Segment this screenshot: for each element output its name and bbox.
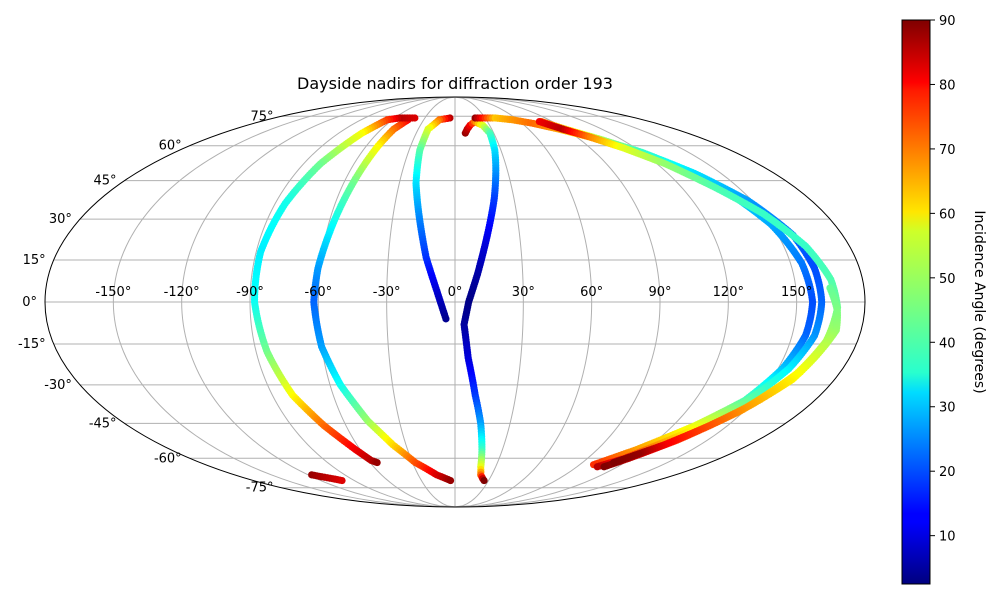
chart-title: Dayside nadirs for diffraction order 193 (297, 74, 613, 93)
latitude-tick-label: 15° (23, 253, 46, 268)
longitude-tick-label: -30° (373, 285, 401, 300)
longitude-tick-label: 60° (580, 285, 603, 300)
data-points (250, 114, 842, 485)
colorbar-tick-label: 70 (939, 143, 956, 158)
lon-gridline (454, 97, 661, 507)
map-grid (45, 97, 865, 507)
data-point (609, 458, 618, 467)
longitude-tick-label: 120° (713, 285, 744, 300)
colorbar: 10 20 30 40 50 60 70 80 90 Incidence Angle (degr… (901, 14, 987, 585)
lon-gridline (454, 97, 524, 507)
latitude-tick-label: -45° (89, 416, 117, 431)
map-outline (44, 96, 866, 508)
colorbar-tick-label: 10 (939, 530, 956, 545)
latitude-tick-label: -60° (154, 451, 182, 466)
longitude-tick-label: -90° (236, 285, 264, 300)
latitude-tick-label: -30° (44, 378, 72, 393)
latitude-tick-label: 60° (159, 139, 182, 154)
lon-gridline (249, 97, 456, 507)
data-point (442, 315, 450, 323)
latitude-tick-label: 75° (250, 109, 273, 124)
colorbar-gradient (901, 19, 931, 585)
latitude-tick-label: -15° (18, 337, 46, 352)
data-point (338, 476, 346, 485)
colorbar-tick-label: 60 (939, 207, 956, 222)
latitude-tick-label: 0° (22, 295, 37, 310)
lon-gridline (454, 97, 798, 507)
longitude-tick-label: -60° (304, 285, 332, 300)
longitude-tick-label: 30° (512, 285, 535, 300)
colorbar-tick-label: 20 (939, 465, 956, 480)
longitude-tick-label: 90° (648, 285, 671, 300)
data-point (480, 476, 488, 485)
colorbar-label: Incidence Angle (degrees) (971, 210, 987, 393)
longitude-tick-label: -150° (95, 285, 131, 300)
colorbar-tick-label: 90 (939, 14, 956, 29)
longitude-tick-label: 0° (448, 285, 463, 300)
lon-gridline (181, 97, 456, 507)
longitude-tick-label: 150° (781, 285, 812, 300)
data-point (373, 458, 381, 467)
colorbar-ticks: 10 20 30 40 50 60 70 80 90 (930, 14, 956, 545)
latitude-tick-labels: 75° 60° 45° 30° 15° 0° -15° -30° -45° -60° -75° (18, 109, 274, 495)
lon-gridline (112, 97, 456, 507)
data-point (446, 476, 455, 485)
latitude-tick-label: 45° (94, 174, 117, 189)
longitude-tick-label: -120° (164, 285, 200, 300)
colorbar-tick-label: 80 (939, 78, 956, 93)
lon-gridline (454, 97, 593, 507)
data-point (593, 463, 601, 471)
colorbar-tick-label: 30 (939, 401, 956, 416)
colorbar-tick-label: 50 (939, 272, 956, 287)
latitude-tick-label: -75° (246, 481, 274, 496)
longitude-tick-labels: -150° -120° -90° -60° -30° 0° 30° 60° 90° 120° 150… (95, 285, 812, 300)
latitude-tick-label: 30° (49, 212, 72, 227)
data-point (600, 463, 608, 471)
colorbar-tick-label: 40 (939, 336, 956, 351)
